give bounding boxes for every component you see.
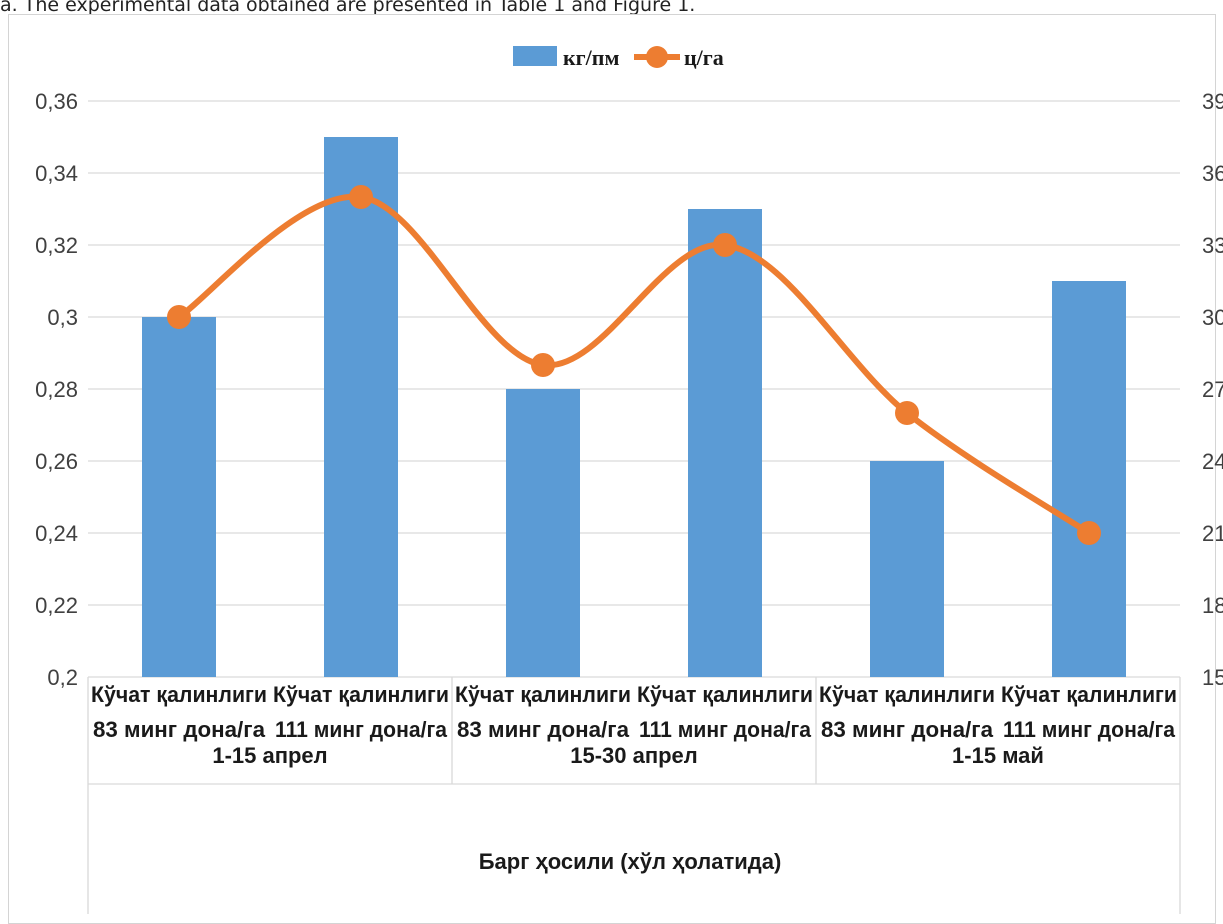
bar [1052,281,1126,677]
legend-bar-label: кг/пм [563,45,619,70]
left-tick-label: 0,24 [35,521,78,546]
group-label: 15-30 апрел [570,743,698,768]
right-tick-label: 15 [1202,665,1223,690]
right-tick-label: 24 [1202,449,1223,474]
bar [324,137,398,677]
bar [506,389,580,677]
left-tick-label: 0,26 [35,449,78,474]
left-tick-label: 0,2 [47,665,78,690]
left-tick-label: 0,22 [35,593,78,618]
category-label: 83 минг дона/га [93,717,266,742]
line-point [713,233,737,257]
left-tick-label: 0,34 [35,161,78,186]
right-tick-label: 33 [1202,233,1223,258]
line-point [349,185,373,209]
bar [688,209,762,677]
category-label: 83 минг дона/га [821,717,994,742]
category-label: Кўчат қалинлиги [819,682,995,707]
line-point [531,353,555,377]
category-label: Кўчат қалинлиги [637,682,813,707]
category-label: Кўчат қалинлиги [273,682,449,707]
left-tick-label: 0,28 [35,377,78,402]
left-tick-label: 0,3 [47,305,78,330]
outer-axis-label: Барг ҳосили (хўл ҳолатида) [479,849,782,874]
category-label: 111 минг дона/га [1003,717,1176,742]
bar [142,317,216,677]
series-line [176,193,1092,536]
category-label: 111 минг дона/га [639,717,812,742]
category-label: Кўчат қалинлиги [455,682,631,707]
left-axis-ticks: 0,2 0,22 0,24 0,26 0,28 0,3 0,32 0,34 0,36 [35,89,78,690]
right-axis-ticks: 15 18 21 24 27 30 33 36 39 [1202,89,1223,690]
line-point [1077,521,1101,545]
group-label: 1-15 апрел [212,743,327,768]
right-tick-label: 36 [1202,161,1223,186]
line-point [895,401,919,425]
legend-line-marker [646,46,668,68]
right-tick-label: 27 [1202,377,1223,402]
category-label: Кўчат қалинлиги [1001,682,1177,707]
right-tick-label: 21 [1202,521,1223,546]
bar [870,461,944,677]
right-tick-label: 18 [1202,593,1223,618]
left-tick-label: 0,32 [35,233,78,258]
line-point [167,305,191,329]
bar-series [142,137,1126,677]
right-tick-label: 39 [1202,89,1223,114]
category-label: 111 минг дона/га [275,717,448,742]
left-tick-label: 0,36 [35,89,78,114]
group-label: 1-15 май [952,743,1044,768]
category-label: 83 минг дона/га [457,717,630,742]
legend: кг/пм ц/га [513,45,724,70]
legend-bar-swatch [513,46,557,66]
caption: a. The experimental data obtained are pr… [0,0,696,16]
line-series [167,185,1101,545]
category-axis: Кўчат қалинлиги 83 минг дона/га Кўчат қали… [87,677,1181,914]
right-tick-label: 30 [1202,305,1223,330]
gridlines [88,100,1180,678]
legend-line-label: ц/га [684,45,724,70]
category-label: Кўчат қалинлиги [91,682,267,707]
